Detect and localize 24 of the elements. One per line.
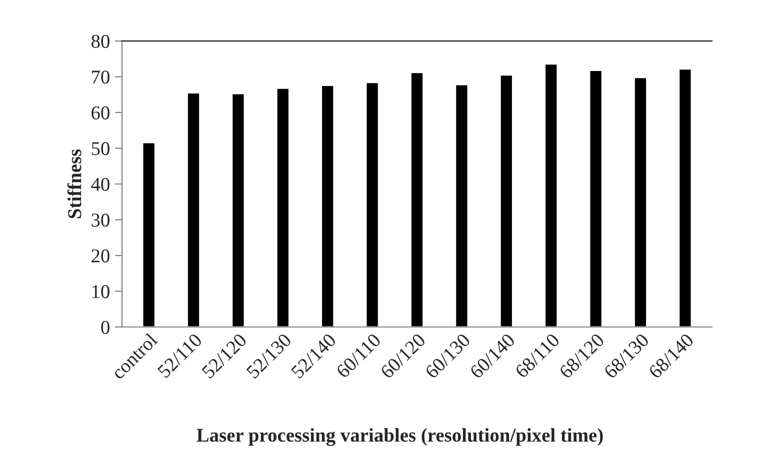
bar (588, 70, 603, 327)
y-axis-title: Stiffness (67, 149, 82, 218)
bar (454, 84, 469, 327)
bar (678, 68, 692, 327)
bar (186, 92, 200, 327)
bar (231, 92, 246, 327)
bar (544, 63, 558, 327)
x-axis-title: Laser processing variables (resolution/pixel time) (196, 428, 603, 446)
bar (365, 82, 380, 327)
bar (276, 87, 290, 327)
y-tick-label: 0 (101, 320, 110, 334)
bar (142, 142, 156, 327)
y-tick-label: 30 (92, 214, 110, 227)
bar (320, 84, 335, 327)
y-tick-label: 40 (91, 178, 110, 191)
bar (410, 72, 424, 327)
bar (499, 74, 514, 327)
y-tick-label: 50 (92, 142, 110, 156)
y-tick-label: 10 (92, 285, 110, 298)
y-tick-label: 70 (92, 70, 110, 84)
y-tick-label: 20 (92, 249, 110, 262)
y-tick-label: 80 (91, 34, 110, 48)
bar (634, 76, 648, 327)
y-tick-label: 60 (92, 106, 110, 120)
